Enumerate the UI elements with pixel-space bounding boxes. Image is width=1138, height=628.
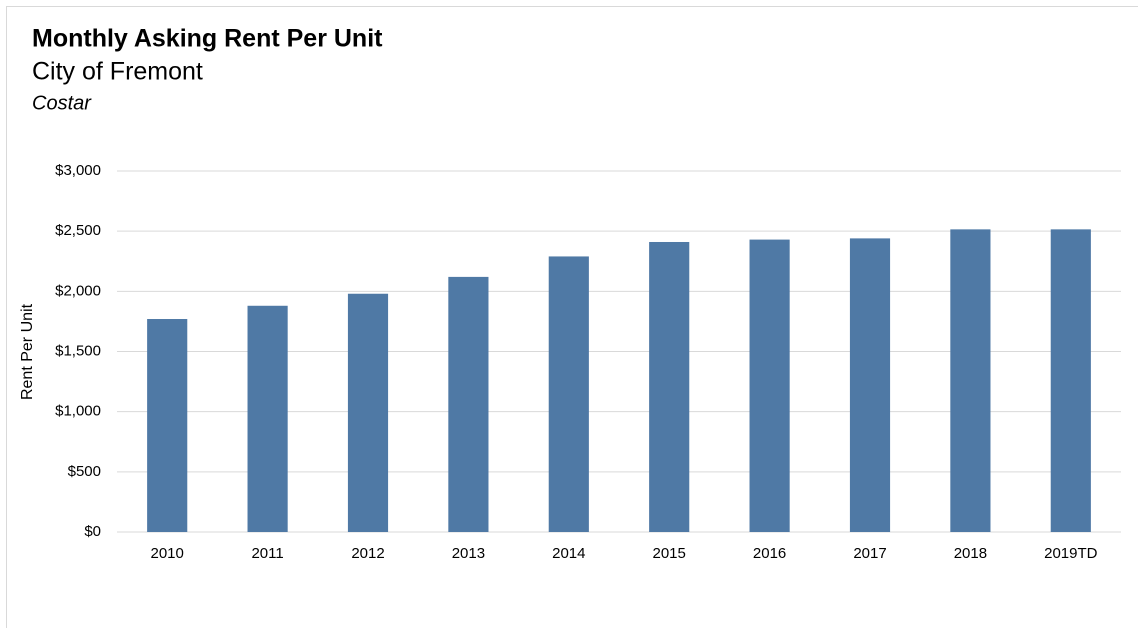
bar <box>649 241 690 532</box>
x-tick-label: 2011 <box>251 545 283 562</box>
bar <box>548 256 589 532</box>
x-tick-label: 2016 <box>753 545 786 562</box>
y-tick-label: $2,000 <box>55 282 101 299</box>
bar <box>950 229 991 532</box>
bar <box>448 276 489 532</box>
bar <box>147 319 188 532</box>
bar <box>749 239 790 532</box>
x-tick-label: 2015 <box>653 545 686 562</box>
y-tick-label: $1,500 <box>55 342 101 359</box>
bar <box>1050 229 1091 532</box>
y-tick-label: $500 <box>68 463 101 480</box>
x-tick-label: 2014 <box>552 545 585 562</box>
x-tick-label: 2010 <box>151 545 184 562</box>
y-tick-label: $0 <box>84 523 101 540</box>
y-tick-label: $1,000 <box>55 403 101 420</box>
x-tick-label: 2013 <box>452 545 485 562</box>
x-tick-label: 2012 <box>351 545 384 562</box>
x-tick-label: 2019TD <box>1044 545 1098 562</box>
chart-title: Monthly Asking Rent Per Unit <box>32 25 383 53</box>
y-tick-label: $3,000 <box>55 162 101 179</box>
x-tick-label: 2018 <box>954 545 987 562</box>
x-tick-label: 2017 <box>853 545 886 562</box>
bar <box>849 238 891 533</box>
bar <box>247 305 288 532</box>
y-axis-label: Rent Per Unit <box>19 303 36 400</box>
bar <box>347 293 389 532</box>
chart-subtitle: City of Fremont <box>32 58 203 86</box>
chart-source: Costar <box>32 92 92 114</box>
y-tick-label: $2,500 <box>55 222 101 239</box>
